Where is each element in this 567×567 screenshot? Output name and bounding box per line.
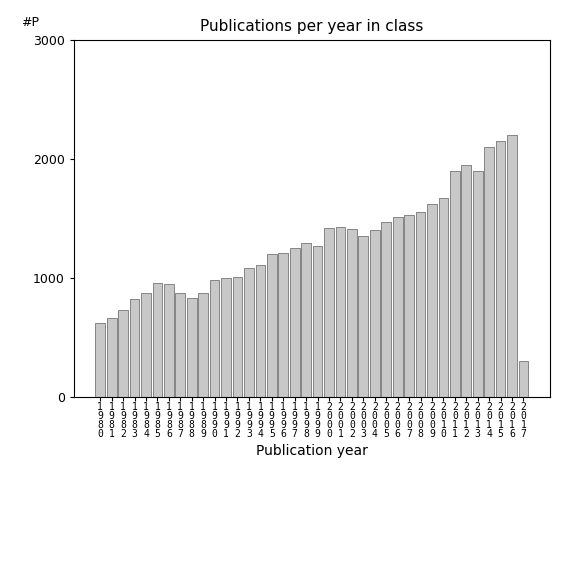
Bar — [187, 298, 197, 397]
Bar — [198, 293, 208, 397]
Title: Publications per year in class: Publications per year in class — [200, 19, 424, 35]
Bar — [324, 228, 334, 397]
Bar — [153, 282, 162, 397]
Bar — [450, 171, 460, 397]
Bar — [336, 227, 345, 397]
Bar — [95, 323, 105, 397]
Bar — [164, 284, 174, 397]
Bar — [175, 293, 185, 397]
Bar — [313, 246, 323, 397]
Bar — [427, 204, 437, 397]
Bar — [416, 213, 425, 397]
Bar — [256, 265, 265, 397]
Bar — [347, 229, 357, 397]
Bar — [519, 361, 528, 397]
Text: #P: #P — [21, 15, 39, 28]
Bar — [393, 217, 403, 397]
Bar — [462, 164, 471, 397]
Bar — [221, 278, 231, 397]
Bar — [438, 198, 448, 397]
Bar — [404, 215, 414, 397]
Bar — [244, 268, 254, 397]
Bar — [301, 243, 311, 397]
Bar — [130, 299, 139, 397]
Bar — [473, 171, 483, 397]
Bar — [382, 222, 391, 397]
Bar — [496, 141, 505, 397]
Bar — [119, 310, 128, 397]
Bar — [107, 318, 117, 397]
Bar — [484, 147, 494, 397]
Bar — [210, 280, 219, 397]
Bar — [507, 135, 517, 397]
Bar — [232, 277, 242, 397]
Bar — [141, 293, 151, 397]
Bar — [267, 254, 277, 397]
Bar — [370, 230, 380, 397]
Bar — [358, 236, 368, 397]
X-axis label: Publication year: Publication year — [256, 445, 368, 458]
Bar — [290, 248, 299, 397]
Bar — [278, 253, 288, 397]
